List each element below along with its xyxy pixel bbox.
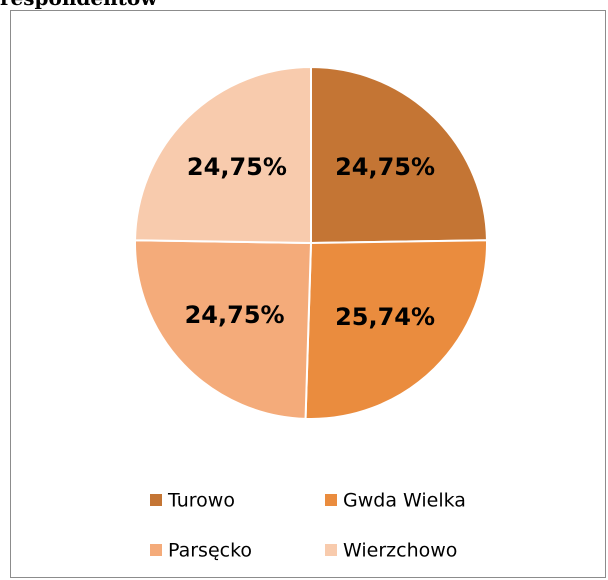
chart-title: respondentów <box>0 0 158 10</box>
legend-swatch <box>325 494 337 506</box>
pie-slice <box>134 65 312 245</box>
legend-swatch <box>325 544 337 556</box>
pie-slice <box>134 239 313 420</box>
pie-slice <box>304 239 488 420</box>
legend-swatch <box>150 494 162 506</box>
legend-label: Gwda Wielka <box>343 490 466 512</box>
legend-swatch <box>150 544 162 556</box>
legend-label: Parsęcko <box>168 540 252 562</box>
pie-slice <box>310 65 488 245</box>
data-label: 25,74% <box>335 303 435 331</box>
data-label: 24,75% <box>335 153 435 181</box>
legend-label: Wierzchowo <box>343 540 457 562</box>
data-label: 24,75% <box>185 301 285 329</box>
data-label: 24,75% <box>187 153 287 181</box>
legend-label: Turowo <box>167 490 235 512</box>
